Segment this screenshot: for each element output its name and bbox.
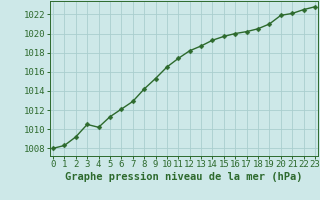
X-axis label: Graphe pression niveau de la mer (hPa): Graphe pression niveau de la mer (hPa) — [65, 172, 303, 182]
